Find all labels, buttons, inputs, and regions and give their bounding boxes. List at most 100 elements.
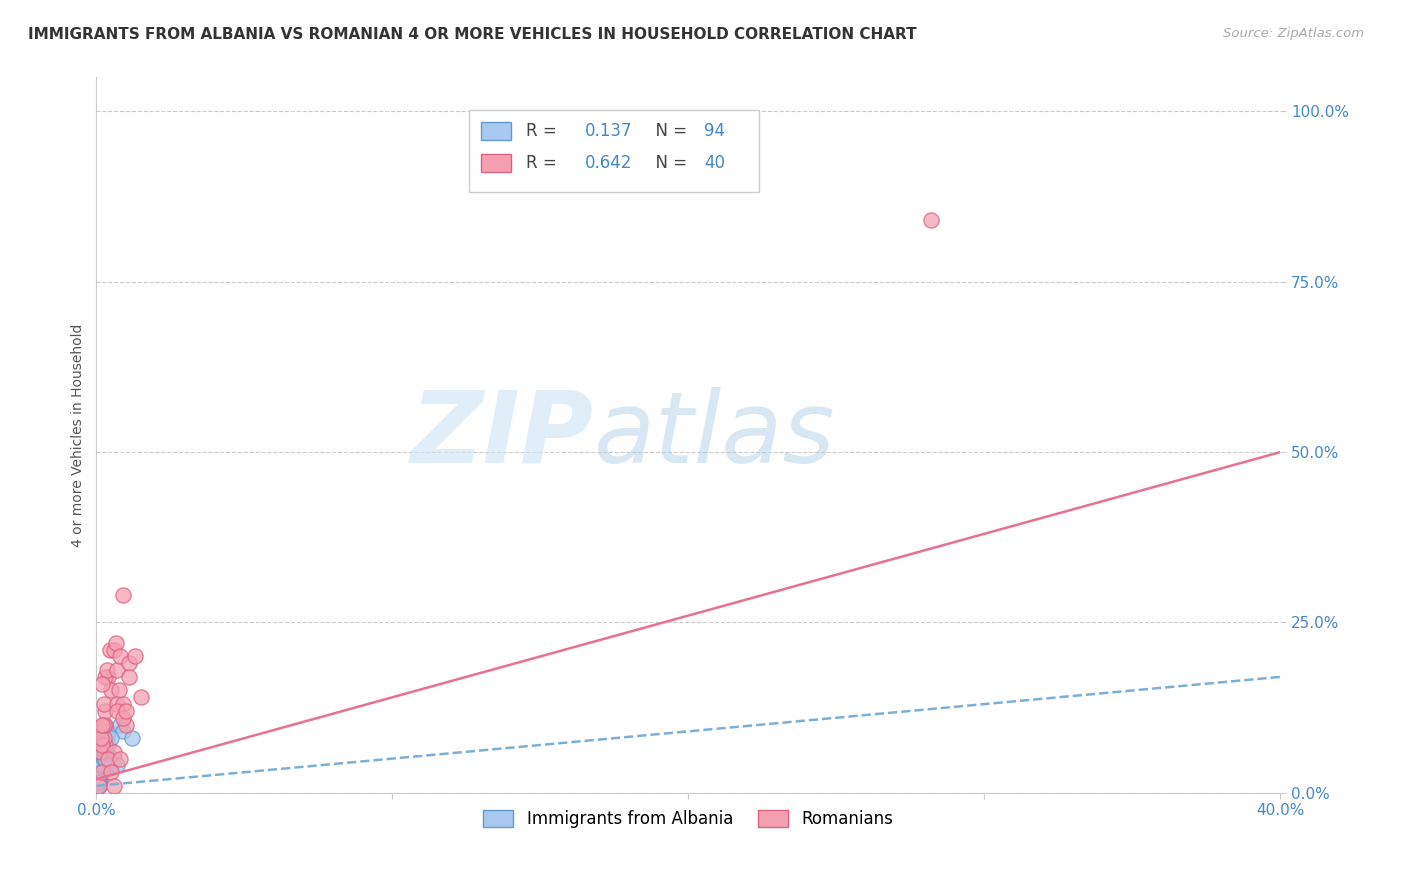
- Point: [105, 663, 128, 677]
- Point: [87, 772, 110, 786]
- Point: [93, 697, 115, 711]
- Text: N =: N =: [644, 154, 697, 172]
- Point: [87, 772, 110, 786]
- Point: [121, 731, 143, 746]
- Point: [100, 765, 122, 780]
- Point: [103, 779, 125, 793]
- Point: [89, 772, 111, 786]
- Point: [104, 636, 127, 650]
- Point: [87, 779, 110, 793]
- Point: [87, 775, 110, 789]
- Point: [111, 724, 134, 739]
- Point: [87, 772, 110, 786]
- Point: [87, 779, 110, 793]
- Point: [118, 670, 141, 684]
- Point: [87, 775, 110, 789]
- Point: [89, 769, 111, 783]
- Point: [97, 724, 120, 739]
- Point: [87, 779, 110, 793]
- Point: [87, 775, 110, 789]
- Point: [103, 751, 125, 765]
- Text: atlas: atlas: [593, 386, 835, 483]
- Point: [97, 738, 120, 752]
- Point: [87, 772, 110, 786]
- Point: [94, 670, 117, 684]
- Point: [108, 717, 131, 731]
- Point: [89, 772, 111, 786]
- Point: [87, 779, 110, 793]
- Point: [89, 772, 111, 786]
- Point: [89, 769, 111, 783]
- Point: [94, 738, 117, 752]
- Point: [87, 779, 110, 793]
- Point: [87, 779, 110, 793]
- Point: [87, 779, 110, 793]
- Point: [87, 772, 110, 786]
- Point: [118, 657, 141, 671]
- Point: [129, 690, 152, 705]
- Point: [87, 772, 110, 786]
- Point: [89, 772, 111, 786]
- Point: [94, 717, 117, 731]
- Point: [90, 758, 112, 772]
- Point: [87, 775, 110, 789]
- Point: [105, 697, 128, 711]
- Y-axis label: 4 or more Vehicles in Household: 4 or more Vehicles in Household: [72, 324, 86, 547]
- Point: [87, 775, 110, 789]
- Point: [91, 765, 114, 780]
- Text: 94: 94: [704, 122, 724, 140]
- Point: [103, 745, 125, 759]
- Point: [87, 775, 110, 789]
- Point: [91, 676, 114, 690]
- Point: [108, 649, 131, 664]
- Point: [90, 731, 112, 746]
- Text: 0.137: 0.137: [585, 122, 633, 140]
- Point: [91, 765, 114, 780]
- Point: [87, 775, 110, 789]
- Point: [87, 775, 110, 789]
- Point: [89, 769, 111, 783]
- Point: [100, 731, 122, 746]
- Point: [98, 642, 121, 657]
- Point: [87, 779, 110, 793]
- Point: [87, 775, 110, 789]
- Text: 0.642: 0.642: [585, 154, 633, 172]
- Point: [94, 745, 117, 759]
- Point: [124, 649, 146, 664]
- Point: [97, 670, 120, 684]
- Point: [87, 779, 110, 793]
- Point: [89, 772, 111, 786]
- Point: [103, 642, 125, 657]
- FancyBboxPatch shape: [481, 122, 510, 140]
- Point: [87, 779, 110, 793]
- Point: [87, 779, 110, 793]
- Point: [87, 779, 110, 793]
- Point: [94, 751, 117, 765]
- Point: [89, 772, 111, 786]
- Point: [94, 745, 117, 759]
- Point: [87, 779, 110, 793]
- Text: N =: N =: [644, 122, 697, 140]
- Point: [89, 769, 111, 783]
- Point: [87, 772, 110, 786]
- Point: [94, 738, 117, 752]
- Point: [89, 772, 111, 786]
- Point: [89, 769, 111, 783]
- Text: IMMIGRANTS FROM ALBANIA VS ROMANIAN 4 OR MORE VEHICLES IN HOUSEHOLD CORRELATION : IMMIGRANTS FROM ALBANIA VS ROMANIAN 4 OR…: [28, 27, 917, 42]
- Text: Source: ZipAtlas.com: Source: ZipAtlas.com: [1223, 27, 1364, 40]
- Point: [96, 738, 118, 752]
- Point: [93, 745, 115, 759]
- Point: [100, 683, 122, 698]
- Point: [87, 772, 110, 786]
- FancyBboxPatch shape: [481, 154, 510, 172]
- Point: [111, 697, 134, 711]
- Point: [91, 717, 114, 731]
- Point: [94, 738, 117, 752]
- Point: [89, 772, 111, 786]
- Text: 40: 40: [704, 154, 724, 172]
- Point: [91, 738, 114, 752]
- Point: [111, 588, 134, 602]
- Point: [87, 779, 110, 793]
- Point: [89, 765, 111, 780]
- Point: [87, 772, 110, 786]
